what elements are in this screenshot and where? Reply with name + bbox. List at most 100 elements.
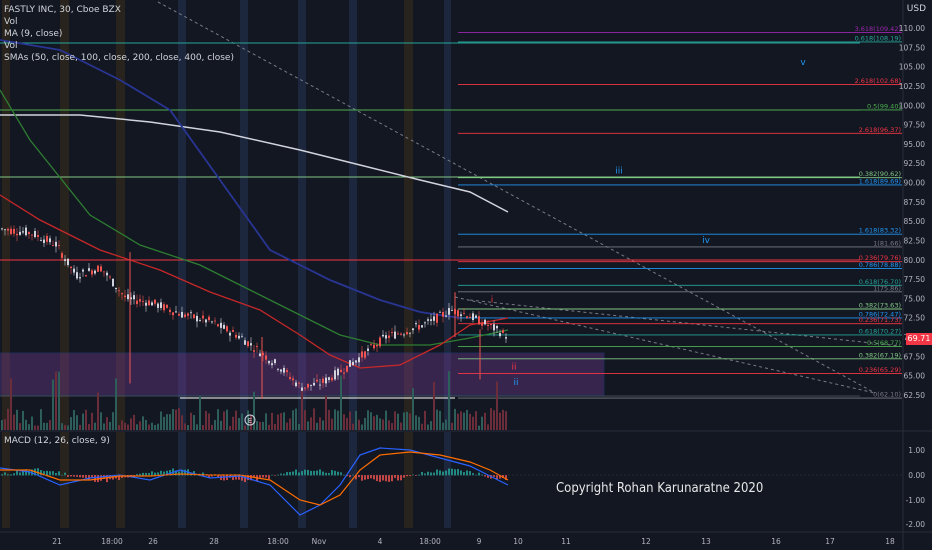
trendline-mid[interactable]: [469, 299, 901, 347]
volume-bar: [379, 418, 381, 430]
sma-200[interactable]: [0, 39, 461, 319]
earnings-marker-circle[interactable]: [244, 414, 256, 426]
currency-label[interactable]: USD: [906, 4, 926, 14]
candle-body: [109, 276, 111, 278]
sma-100[interactable]: [0, 89, 509, 346]
macd-hist-bar: [496, 475, 498, 480]
indicator-ma[interactable]: MA (9, close): [4, 29, 63, 39]
candle-body: [220, 322, 222, 328]
earnings-marker[interactable]: E: [248, 417, 252, 425]
symbol-title[interactable]: FASTLY INC, 30, Cboe BZX: [4, 5, 121, 15]
sma-400[interactable]: [0, 114, 509, 213]
fib-level-label: 2.618(102.68): [855, 77, 901, 85]
volume-bar: [460, 411, 462, 430]
macd-hist-bar: [235, 475, 237, 480]
candle-body: [244, 340, 246, 345]
trendline-upper[interactable]: [157, 1, 876, 394]
macd-tick: 0.00: [908, 471, 925, 480]
candle-body: [403, 334, 405, 336]
candle-body: [268, 361, 270, 364]
macd-hist-bar: [328, 473, 330, 476]
candle-body: [283, 367, 285, 373]
volume-bar: [187, 425, 189, 430]
macd-axis[interactable]: 1.00 0.00 -1.00 -2.00: [906, 446, 926, 529]
fib-levels[interactable]: [458, 32, 902, 399]
last-price-badge: 69.71: [906, 333, 932, 345]
macd-hist-bar: [106, 475, 108, 483]
macd-signal[interactable]: [0, 451, 509, 506]
candle-body: [193, 314, 195, 319]
volume-bar: [109, 421, 111, 430]
macd-hist-bar: [37, 468, 39, 476]
macd-hist-bar: [376, 475, 378, 482]
indicator-vol-2[interactable]: Vol: [4, 41, 18, 51]
candle-body: [502, 330, 504, 333]
volume-bar: [55, 371, 57, 430]
macd-hist-bar: [55, 472, 57, 476]
macd-line[interactable]: [0, 447, 509, 516]
volume-bar: [238, 418, 240, 430]
legend: FASTLY INC, 30, Cboe BZX Vol MA (9, clos…: [4, 4, 234, 64]
candle-body: [421, 325, 423, 328]
time-tick: 17: [825, 537, 835, 546]
candle-body: [133, 295, 135, 300]
candle-body: [181, 312, 183, 318]
volume-bar: [166, 414, 168, 430]
volume-bar: [412, 388, 414, 430]
volume-bar: [481, 416, 483, 430]
indicator-vol[interactable]: Vol: [4, 17, 18, 27]
volume-bar: [190, 412, 192, 430]
candle-body: [274, 359, 276, 364]
sma-50[interactable]: [0, 194, 509, 369]
volume-bar: [433, 381, 435, 430]
macd-hist-bar: [82, 475, 84, 478]
volume-bar: [136, 424, 138, 430]
fib-level-label: 0.382(67.19): [859, 351, 901, 359]
price-candles[interactable]: [1, 224, 507, 399]
volume-bar: [307, 421, 309, 430]
macd-hist-bar: [94, 475, 96, 482]
indicator-smas[interactable]: SMAs (50, close, 100, close, 200, close,…: [4, 53, 234, 63]
candle-body: [214, 320, 216, 322]
candle-body: [52, 245, 54, 246]
macd-hist-bar: [307, 469, 309, 476]
volume-bar: [211, 424, 213, 430]
candle-body: [505, 337, 507, 339]
volume-bar: [70, 417, 72, 430]
candle-body: [211, 321, 213, 323]
volume-bar: [118, 425, 120, 430]
macd-hist-bar: [100, 475, 102, 481]
candle-body: [187, 313, 189, 316]
volume-bar: [133, 414, 135, 430]
volume-bar: [418, 416, 420, 430]
macd-hist-bar: [295, 469, 297, 476]
volume-bar: [328, 409, 330, 430]
volume-bar: [442, 422, 444, 430]
volume-bar: [217, 409, 219, 430]
macd-hist-bar: [430, 472, 432, 476]
macd-label[interactable]: MACD (12, 26, close, 9): [4, 436, 110, 446]
volume-bar: [415, 415, 417, 430]
candle-body: [79, 277, 81, 279]
volume-bar: [172, 409, 174, 430]
candle-body: [433, 316, 435, 321]
price-tick: 107.50: [899, 43, 925, 52]
volume-bar: [346, 417, 348, 430]
candle-body: [97, 265, 99, 272]
volume-bar: [451, 422, 453, 430]
candle-body: [247, 341, 249, 347]
time-axis[interactable]: 21 18:00 26 28 18:00 Nov 4 18:00 9 10 11 12 13 16 17 18: [52, 537, 895, 546]
volume-bar: [82, 413, 84, 430]
candle-body: [118, 290, 120, 292]
volume-bar: [223, 411, 225, 430]
price-axis[interactable]: 110.00 107.50 105.00 102.50 100.00 97.50 95.00…: [899, 24, 925, 400]
candle-body: [46, 235, 48, 242]
volume-bar: [145, 419, 147, 430]
volume-bar: [436, 409, 438, 430]
candle-body: [61, 253, 63, 259]
macd-hist-bar: [364, 475, 366, 480]
wave-label: v: [800, 58, 806, 68]
volume-bar: [208, 413, 210, 430]
volume-bar: [289, 418, 291, 430]
